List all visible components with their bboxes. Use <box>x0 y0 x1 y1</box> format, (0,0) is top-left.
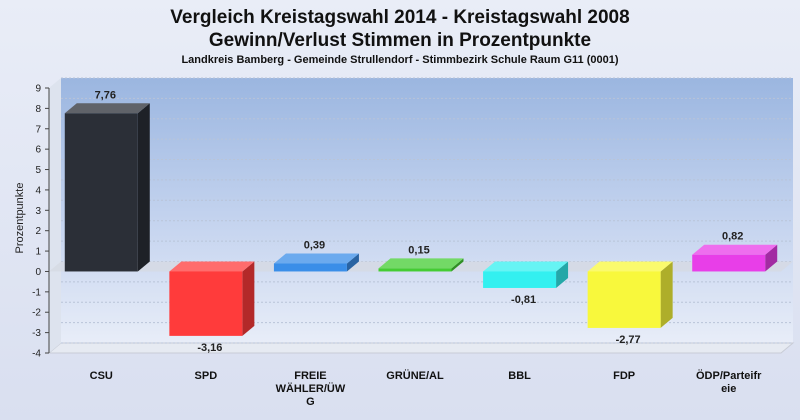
bar-top-face <box>378 258 464 269</box>
chart-title-line-2: Gewinn/Verlust Stimmen in Prozentpunkte <box>208 30 592 51</box>
bar-side-face <box>765 244 778 272</box>
x-category-label-line: FDP <box>613 370 635 382</box>
bar-ödp-parteifreie <box>692 244 778 272</box>
y-tick-label: 0 <box>35 267 41 278</box>
bar-top-face <box>169 261 255 272</box>
bar-value-label: 0,15 <box>408 244 429 256</box>
bar-side-face <box>660 261 673 328</box>
bar-csu <box>64 103 150 272</box>
bar-value-label: -3,16 <box>197 342 222 354</box>
y-axis-label: Prozentpunkte <box>14 183 26 254</box>
y-tick-label: -1 <box>32 287 41 298</box>
y-tick-label: 6 <box>35 145 41 156</box>
x-category-label-line: ÖDP/Parteifr <box>696 369 762 382</box>
bar-top-face <box>587 261 673 272</box>
y-tick-label: 8 <box>35 104 41 115</box>
x-category-label: BBL <box>508 370 531 382</box>
y-tick-label: -2 <box>32 308 41 319</box>
y-tick-label: 2 <box>35 226 41 237</box>
y-tick-label: -4 <box>32 349 41 360</box>
bar-fdp <box>587 261 673 328</box>
bar-top-face <box>64 103 150 114</box>
bar-value-label: 0,39 <box>304 240 325 252</box>
bar-front-face <box>483 271 557 288</box>
bar-front-face <box>169 271 243 336</box>
bar-front-face <box>64 113 138 272</box>
plot-floor <box>47 342 795 354</box>
x-category-label: CSU <box>90 370 113 382</box>
y-tick-label: 5 <box>35 165 41 176</box>
x-category-label-line: CSU <box>90 370 113 382</box>
x-category-label-line: GRÜNE/AL <box>386 369 444 382</box>
bar-value-label: -2,77 <box>616 334 641 346</box>
x-category-label: FDP <box>613 370 635 382</box>
chart-title-line-1: Vergleich Kreistagswahl 2014 - Kreistags… <box>170 7 630 28</box>
bar-side-face <box>556 261 569 288</box>
plot-side-wall <box>49 78 61 353</box>
bar-top-face <box>483 261 569 272</box>
bar-top-face <box>692 244 778 255</box>
y-tick-label: 1 <box>35 247 41 258</box>
bar-grüne-al <box>378 258 464 272</box>
bar-freiewähler-üwg <box>273 253 359 272</box>
bar-side-face <box>242 261 255 336</box>
x-category-label-line: WÄHLER/ÜW <box>276 382 346 395</box>
bar-front-face <box>692 254 766 272</box>
x-category-label-line: eie <box>721 383 736 395</box>
x-category-label-line: BBL <box>508 370 531 382</box>
chart-subtitle: Landkreis Bamberg - Gemeinde Strullendor… <box>181 54 619 66</box>
y-tick-label: 9 <box>35 84 41 95</box>
y-tick-label: 3 <box>35 206 41 217</box>
bar-value-label: 0,82 <box>722 231 743 243</box>
y-tick-label: -3 <box>32 328 41 339</box>
bar-front-face <box>587 271 661 328</box>
bar-spd <box>169 261 255 336</box>
bar-value-label: 7,76 <box>95 89 116 101</box>
x-category-label: SPD <box>195 370 218 382</box>
x-category-label-line: G <box>306 396 315 408</box>
bar-side-face <box>346 253 359 272</box>
y-tick-label: 7 <box>35 124 41 135</box>
bar-bbl <box>483 261 569 288</box>
x-category-label: GRÜNE/AL <box>386 369 444 382</box>
bar-value-label: -0,81 <box>511 294 536 306</box>
bar-top-face <box>273 253 359 264</box>
x-category-label: FREIE WÄHLER/ÜW G <box>276 370 346 408</box>
bar-front-face <box>378 268 452 272</box>
y-tick-label: 4 <box>35 185 41 196</box>
bar-side-face <box>137 103 150 272</box>
x-category-label: ÖDP/Parteifr eie <box>696 369 762 395</box>
x-category-label-line: SPD <box>195 370 218 382</box>
bar-front-face <box>273 263 347 272</box>
bar-side-face <box>451 258 464 272</box>
x-category-label-line: FREIE <box>294 370 326 382</box>
